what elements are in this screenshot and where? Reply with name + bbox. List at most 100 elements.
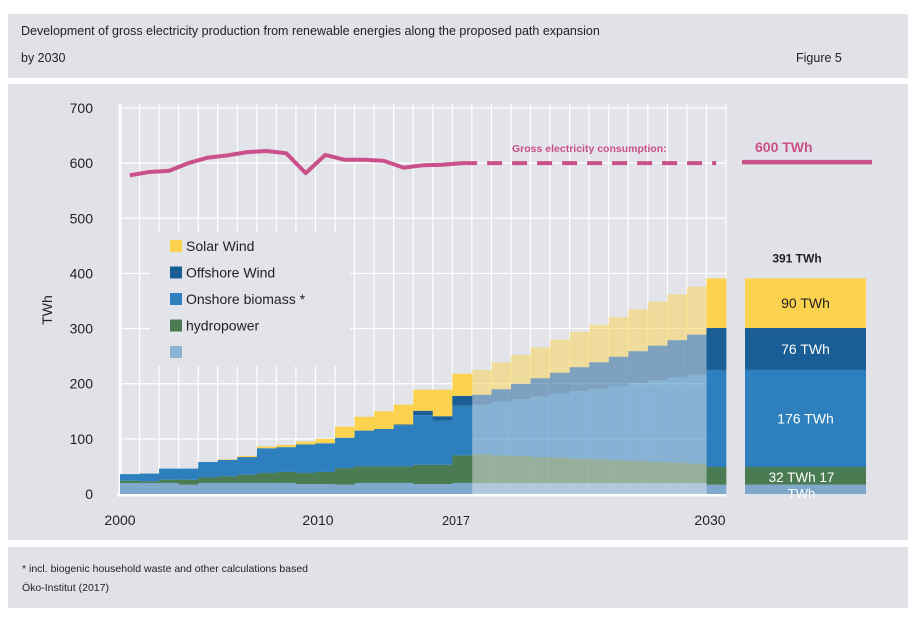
x-tick-label: 2030 (694, 512, 725, 528)
bar-segment (667, 482, 688, 494)
legend-swatch (170, 266, 182, 279)
bar-segment (589, 362, 610, 389)
consumption-label: Gross electricity consumption: (512, 143, 667, 155)
bar-segment (589, 324, 610, 363)
bar-segment (295, 484, 316, 494)
x-tick-label: 2000 (104, 512, 135, 528)
bar-segment (628, 383, 649, 461)
y-tick-label: 700 (70, 100, 94, 116)
bar-segment (237, 482, 258, 494)
bar-segment (608, 316, 629, 357)
bar-segment (217, 459, 238, 460)
bar-segment (256, 446, 277, 449)
bar-segment (608, 482, 629, 494)
bar-segment (120, 482, 140, 494)
bar-segment (432, 464, 453, 485)
bar-segment (706, 466, 727, 485)
bar-segment (452, 395, 473, 406)
bar-segment (491, 482, 512, 494)
bar-segment (550, 393, 571, 458)
bar-segment (276, 471, 297, 483)
bar-segment (139, 482, 160, 494)
bar-segment (628, 460, 649, 483)
bar-segment (295, 473, 316, 485)
bar-segment (237, 474, 258, 483)
summary-segment (745, 484, 866, 494)
bar-segment (686, 334, 707, 375)
bar-segment (354, 466, 375, 483)
bar-segment (530, 378, 551, 397)
summary-segment (745, 278, 866, 329)
bar-segment (530, 482, 551, 494)
bar-segment (628, 309, 649, 352)
bar-segment (491, 362, 512, 390)
bar-segment (393, 424, 414, 426)
bar-segment (432, 389, 453, 417)
bar-segment (432, 420, 453, 465)
bar-segment (237, 455, 258, 458)
bar-segment (374, 428, 395, 467)
bar-segment (608, 385, 629, 461)
summary-segment (745, 466, 866, 485)
y-tick-label: 100 (70, 431, 94, 447)
bar-segment (530, 396, 551, 458)
summary-total-label: 391 TWh (772, 251, 821, 265)
bar-segment (530, 347, 551, 379)
bar-segment (139, 481, 160, 483)
bar-segment (159, 468, 180, 480)
bar-segment (628, 482, 649, 494)
bar-segment (139, 473, 160, 482)
bar-segment (491, 389, 512, 402)
bar-segment (374, 411, 395, 429)
bar-segment (471, 394, 492, 405)
bar-segment (178, 479, 199, 485)
bar-segment (589, 459, 610, 483)
chart-title-line2: by 2030 (21, 51, 66, 65)
bar-segment (178, 468, 199, 480)
summary-segment-label: TWh (788, 486, 815, 501)
y-tick-label: 200 (70, 376, 94, 392)
legend-box (150, 232, 350, 366)
bar-segment (393, 425, 414, 467)
bar-segment (315, 471, 336, 485)
bar-segment (393, 466, 414, 483)
legend-label: Solar Wind (186, 238, 254, 254)
bar-segment (706, 484, 727, 494)
bar-segment (667, 462, 688, 483)
bar-segment (550, 482, 571, 494)
bar-segment (335, 426, 355, 438)
y-tick-label: 0 (85, 486, 93, 502)
bar-segment (256, 482, 277, 494)
bar-segment (374, 466, 395, 483)
bar-segment (335, 437, 355, 469)
bar-segment (452, 455, 473, 483)
consumption-line (129, 149, 463, 178)
y-tick-label: 300 (70, 321, 94, 337)
bar-segment (608, 356, 629, 386)
bar-segment (471, 454, 492, 483)
bar-segment (686, 374, 707, 464)
bar-segment (452, 482, 473, 494)
bar-segment (706, 369, 727, 467)
bar-segment (432, 484, 453, 494)
bar-segment (686, 286, 707, 335)
bar-segment (569, 458, 590, 483)
bar-segment (198, 462, 219, 478)
y-tick-label: 400 (70, 265, 94, 281)
bar-segment (315, 443, 336, 472)
footer-panel: * incl. biogenic household waste and oth… (8, 547, 908, 608)
legend-swatch (170, 240, 182, 252)
bar-segment (159, 479, 180, 483)
bar-segment (256, 473, 277, 483)
bar-segment (471, 404, 492, 455)
summary-segment-label: 76 TWh (781, 341, 830, 357)
bar-segment (335, 468, 355, 485)
summary-segment (745, 369, 866, 467)
bar-segment (530, 457, 551, 483)
bar-segment (198, 482, 219, 494)
bar-segment (374, 482, 395, 494)
legend-swatch (170, 319, 182, 332)
bar-segment (315, 438, 336, 444)
bar-segment (510, 399, 531, 456)
footnote: * incl. biogenic household waste and oth… (22, 563, 309, 575)
